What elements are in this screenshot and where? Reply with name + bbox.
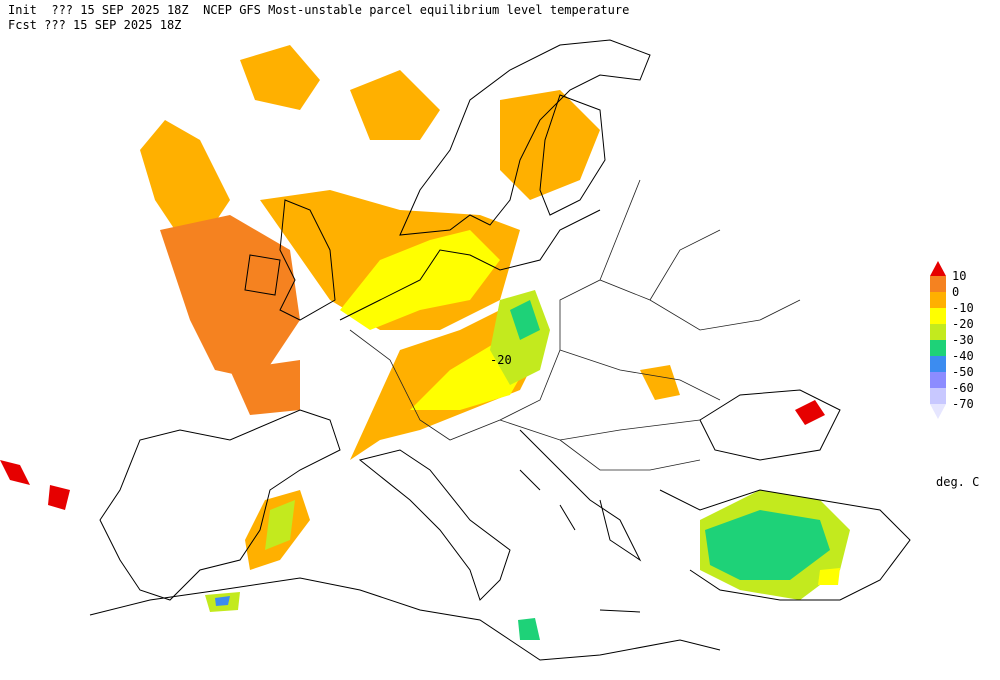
legend-label: -40 (952, 349, 974, 363)
coastline (399, 39, 651, 236)
shade (350, 70, 440, 140)
shade (230, 360, 300, 415)
coastlines (89, 39, 911, 661)
coastline (539, 94, 606, 216)
border (349, 179, 801, 471)
legend-swatch (930, 404, 946, 419)
legend-swatch (930, 261, 946, 276)
legend-swatch (930, 308, 946, 324)
legend-swatch (930, 388, 946, 404)
shade (160, 215, 300, 380)
field-shading (0, 45, 850, 640)
shade (48, 485, 70, 510)
coastline (659, 489, 911, 601)
shade (0, 460, 30, 485)
shade (265, 500, 295, 550)
coastline (339, 209, 601, 321)
legend-label: -30 (952, 333, 974, 347)
legend-swatch (930, 276, 946, 292)
coastline (89, 577, 721, 661)
legend-label: 10 (952, 269, 966, 283)
shade (240, 45, 320, 110)
shade (818, 568, 840, 585)
legend-swatch (930, 372, 946, 388)
shade (140, 120, 230, 230)
shade (510, 300, 540, 340)
legend-label: -50 (952, 365, 974, 379)
coastline (358, 449, 511, 601)
shade (518, 618, 540, 640)
legend-swatch (930, 292, 946, 308)
coastline (244, 254, 281, 296)
legend-swatch (930, 356, 946, 372)
coastline (519, 469, 641, 613)
shade (640, 365, 680, 400)
legend-label: 0 (952, 285, 959, 299)
coastline (699, 389, 841, 461)
coastline (99, 409, 341, 601)
coastline (519, 429, 642, 562)
shade (705, 510, 830, 580)
legend-label: -60 (952, 381, 974, 395)
legend-swatch (930, 324, 946, 340)
legend-label: -20 (952, 317, 974, 331)
header-line: Fcst ??? 15 SEP 2025 18Z (8, 18, 181, 32)
contour-label: -20 (490, 353, 512, 367)
coastline (279, 199, 336, 321)
legend-label: -10 (952, 301, 974, 315)
legend: 10 0 -10 -20 -30 -40 -50 -60 -70 (930, 261, 974, 419)
shade (500, 90, 600, 200)
legend-label: -70 (952, 397, 974, 411)
header-line: Init ??? 15 SEP 2025 18Z NCEP GFS Most-u… (8, 3, 629, 17)
legend-unit: deg. C (936, 475, 979, 489)
legend-swatch (930, 340, 946, 356)
shade (215, 596, 230, 606)
country-borders (349, 179, 801, 471)
shade (795, 400, 825, 425)
